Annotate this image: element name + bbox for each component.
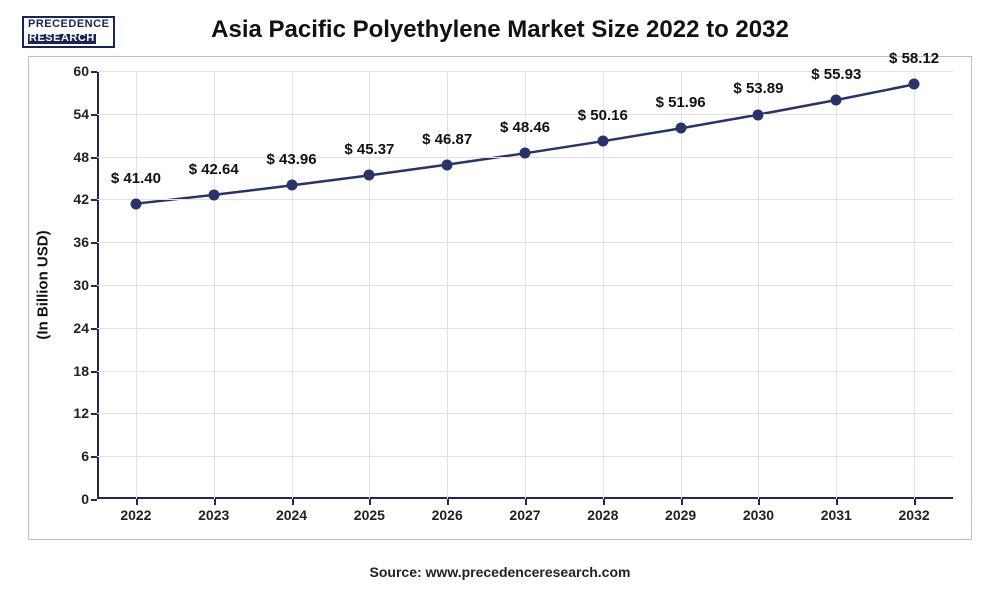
y-tick [91, 371, 97, 373]
y-tick [91, 456, 97, 458]
y-tick [91, 71, 97, 73]
gridline-v [681, 71, 682, 499]
data-marker [442, 159, 453, 170]
data-marker [831, 95, 842, 106]
gridline-v [136, 71, 137, 499]
data-marker [520, 148, 531, 159]
logo-line1: PRECEDENCE [28, 20, 109, 30]
data-label: $ 45.37 [344, 141, 394, 158]
data-label: $ 48.46 [500, 119, 550, 136]
data-marker [208, 189, 219, 200]
y-axis-label: (In Billion USD) [35, 230, 52, 339]
data-label: $ 41.40 [111, 170, 161, 187]
data-label: $ 51.96 [656, 94, 706, 111]
gridline-v [292, 71, 293, 499]
gridline-v [836, 71, 837, 499]
y-tick [91, 242, 97, 244]
data-marker [286, 180, 297, 191]
data-marker [364, 170, 375, 181]
source-text: Source: www.precedenceresearch.com [0, 564, 1000, 580]
x-tick [603, 499, 605, 505]
chart-title: Asia Pacific Polyethylene Market Size 20… [18, 16, 982, 44]
y-tick [91, 157, 97, 159]
y-tick [91, 285, 97, 287]
gridline-v [914, 71, 915, 499]
data-label: $ 55.93 [811, 66, 861, 83]
x-tick [836, 499, 838, 505]
gridline-v [369, 71, 370, 499]
x-tick [914, 499, 916, 505]
data-label: $ 53.89 [733, 80, 783, 97]
x-tick [447, 499, 449, 505]
x-tick [136, 499, 138, 505]
y-tick [91, 199, 97, 201]
x-tick [292, 499, 294, 505]
chart-frame: (In Billion USD) 06121824303642485460202… [28, 56, 972, 540]
plot-area: (In Billion USD) 06121824303642485460202… [97, 71, 953, 499]
logo-line2: RESEARCH [28, 34, 96, 44]
y-tick [91, 114, 97, 116]
data-label: $ 43.96 [267, 151, 317, 168]
x-tick [758, 499, 760, 505]
data-label: $ 46.87 [422, 131, 472, 148]
data-label: $ 42.64 [189, 161, 239, 178]
data-marker [753, 109, 764, 120]
y-tick [91, 413, 97, 415]
x-tick [214, 499, 216, 505]
x-tick [681, 499, 683, 505]
data-marker [597, 136, 608, 147]
x-tick [369, 499, 371, 505]
data-marker [130, 198, 141, 209]
data-marker [675, 123, 686, 134]
data-label: $ 50.16 [578, 107, 628, 124]
data-label: $ 58.12 [889, 50, 939, 67]
data-marker [909, 79, 920, 90]
x-tick [525, 499, 527, 505]
y-tick [91, 328, 97, 330]
gridline-v [214, 71, 215, 499]
gridline-v [758, 71, 759, 499]
brand-logo: PRECEDENCE RESEARCH [22, 16, 115, 48]
y-tick [91, 499, 97, 501]
